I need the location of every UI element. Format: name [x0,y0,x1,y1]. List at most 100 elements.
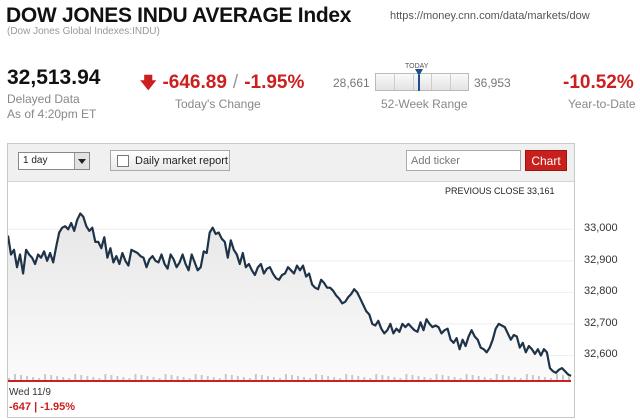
volume-bar [309,378,312,380]
volume-bar [465,374,468,380]
change-separator: / [232,72,239,93]
volume-bar [363,377,366,380]
volume-bar [555,374,558,380]
volume-bar [507,376,510,380]
volume-bar [303,377,306,380]
volume-bar [284,374,287,380]
volume-bar [200,375,203,380]
volume-bar [194,374,197,380]
volume-bar [62,377,65,380]
volume-bar [26,376,29,380]
volume-bar [122,377,125,380]
range-bar [375,73,469,91]
volume-bar [501,375,504,380]
chart-change-summary: -647 | -1.95% [9,401,76,413]
volume-bar [152,377,155,380]
volume-bar [128,378,131,380]
down-arrow-icon: 🡇 [140,75,157,92]
as-of-time: As of 4:20pm ET [7,107,97,121]
volume-bar [405,374,408,380]
volume-bar [435,374,438,380]
page-title: DOW JONES INDU AVERAGE Index [6,4,352,27]
volume-bar [531,375,534,380]
volume-bar [477,376,480,380]
index-subtitle: (Dow Jones Global Indexes:INDU) [7,26,160,37]
previous-close-label: PREVIOUS CLOSE 33,161 [445,186,555,196]
volume-bar [483,377,486,380]
volume-bar [224,374,227,380]
ytd-change: -10.52% [563,72,634,93]
volume-bar [44,374,47,380]
volume-bar [20,375,23,380]
range-tick [413,74,414,90]
volume-bar [206,376,209,380]
volume-bar [567,376,570,380]
volume-bar [230,375,233,380]
range-high: 36,953 [474,76,511,90]
price-area [8,213,571,380]
change-points: -646.89 [162,72,227,93]
volume-bar [50,375,53,380]
volume-bar [315,374,318,380]
volume-bar [345,374,348,380]
today-marker-icon [415,69,424,91]
volume-bar [447,376,450,380]
todays-change-label: Today's Change [175,97,261,111]
delayed-info: Delayed Data As of 4:20pm ET [7,92,96,122]
change-percent: -1.95% [244,72,305,93]
range-label: 52-Week Range [381,97,468,111]
volume-bar [411,375,414,380]
volume-bar [333,377,336,380]
volume-bar [68,378,71,380]
volume-bar [561,375,564,380]
volume-bar [164,374,167,380]
volume-bar [260,375,263,380]
chart-button[interactable]: Chart [525,150,567,171]
volume-bar [519,378,522,380]
volume-bar [8,378,10,380]
range-tick [431,74,432,90]
volume-bar [158,378,161,380]
price-chart[interactable] [8,182,574,387]
range-low: 28,661 [333,76,370,90]
volume-bar [291,375,294,380]
volume-bar [134,374,137,380]
volume-bar [176,376,179,380]
volume-bar [86,376,89,380]
add-ticker-input[interactable] [406,150,521,171]
volume-bar [525,374,528,380]
volume-bar [351,375,354,380]
volume-bar [423,377,426,380]
volume-bar [116,376,119,380]
volume-bar [140,375,143,380]
volume-bar [146,376,149,380]
chevron-down-icon[interactable] [74,153,89,169]
page-url[interactable]: https://money.cnn.com/data/markets/dow [390,10,590,22]
volume-bar [56,376,59,380]
period-select[interactable]: 1 day [18,152,90,170]
volume-bar [92,377,95,380]
volume-bar [104,374,107,380]
volume-bar [278,378,281,380]
range-tick [394,74,395,90]
volume-bar [339,378,342,380]
volume-bar [399,378,402,380]
volume-bar [417,376,420,380]
volume-bar [32,377,35,380]
volume-bar [549,378,552,380]
daily-report-toggle[interactable]: Daily market report [110,150,230,171]
volume-bar [74,374,77,380]
daily-report-label: Daily market report [135,155,228,167]
volume-bar [369,378,372,380]
volume-bar [321,375,324,380]
ytd-label: Year-to-Date [568,97,636,111]
volume-bar [429,378,432,380]
period-value: 1 day [23,155,48,166]
daily-report-checkbox[interactable] [117,155,129,167]
price-line [8,212,572,377]
volume-bar [297,376,300,380]
volume-bar [218,378,221,380]
volume-bar [471,375,474,380]
volume-bar [381,375,384,380]
volume-bar [98,378,101,380]
